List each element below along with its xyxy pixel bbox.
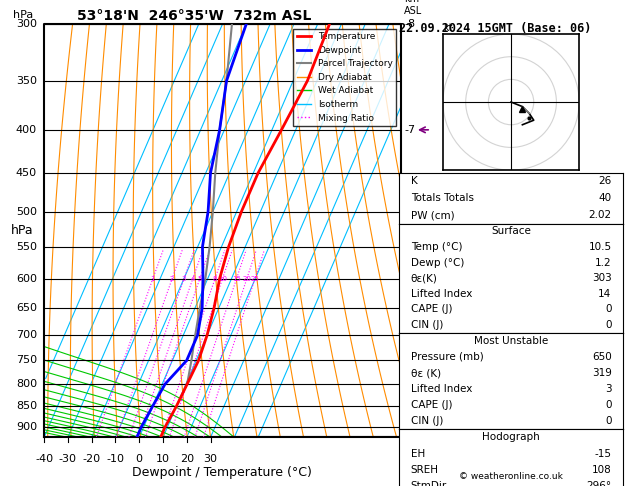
Text: 40: 40 bbox=[598, 193, 611, 203]
Text: EH: EH bbox=[411, 449, 425, 459]
Text: StmDir: StmDir bbox=[411, 481, 447, 486]
Text: 550: 550 bbox=[16, 242, 37, 252]
Text: 1.2: 1.2 bbox=[595, 258, 611, 268]
Text: Lifted Index: Lifted Index bbox=[411, 289, 472, 299]
Text: hPa: hPa bbox=[13, 10, 33, 20]
Text: 10.5: 10.5 bbox=[588, 242, 611, 252]
Text: 0: 0 bbox=[136, 454, 143, 464]
Text: 900: 900 bbox=[16, 422, 37, 433]
Text: 0: 0 bbox=[605, 304, 611, 314]
Text: © weatheronline.co.uk: © weatheronline.co.uk bbox=[459, 472, 563, 481]
Text: 800: 800 bbox=[16, 379, 37, 389]
Text: Dewp (°C): Dewp (°C) bbox=[411, 258, 464, 268]
Text: 650: 650 bbox=[16, 303, 37, 313]
Text: 22.09.2024 15GMT (Base: 06): 22.09.2024 15GMT (Base: 06) bbox=[399, 22, 592, 35]
Text: CIN (J): CIN (J) bbox=[411, 416, 443, 426]
Text: 8: 8 bbox=[213, 276, 217, 281]
Text: Dewpoint / Temperature (°C): Dewpoint / Temperature (°C) bbox=[133, 467, 313, 479]
Text: θε (K): θε (K) bbox=[411, 368, 441, 378]
Text: 4: 4 bbox=[191, 276, 195, 281]
Text: Most Unstable: Most Unstable bbox=[474, 336, 548, 346]
Text: -8: -8 bbox=[404, 19, 416, 29]
Text: SREH: SREH bbox=[411, 465, 438, 475]
Text: 850: 850 bbox=[16, 401, 37, 411]
Text: LCL: LCL bbox=[403, 379, 421, 389]
Text: 20: 20 bbox=[180, 454, 194, 464]
Text: 650: 650 bbox=[592, 352, 611, 362]
Text: 600: 600 bbox=[16, 274, 37, 284]
Text: 25: 25 bbox=[250, 276, 259, 281]
Text: 750: 750 bbox=[16, 355, 37, 365]
Text: -3: -3 bbox=[404, 330, 415, 340]
Text: 319: 319 bbox=[592, 368, 611, 378]
Text: 300: 300 bbox=[16, 19, 37, 29]
Text: 303: 303 bbox=[592, 273, 611, 283]
Text: K: K bbox=[411, 176, 417, 186]
Text: 3: 3 bbox=[182, 276, 186, 281]
Text: 2.02: 2.02 bbox=[588, 210, 611, 220]
Text: CAPE (J): CAPE (J) bbox=[411, 400, 452, 410]
Legend: Temperature, Dewpoint, Parcel Trajectory, Dry Adiabat, Wet Adiabat, Isotherm, Mi: Temperature, Dewpoint, Parcel Trajectory… bbox=[293, 29, 396, 126]
Text: Totals Totals: Totals Totals bbox=[411, 193, 474, 203]
Text: 296°: 296° bbox=[586, 481, 611, 486]
Text: 700: 700 bbox=[16, 330, 37, 340]
Text: -30: -30 bbox=[59, 454, 77, 464]
Text: Pressure (mb): Pressure (mb) bbox=[411, 352, 483, 362]
Text: -1: -1 bbox=[404, 422, 415, 433]
Text: CIN (J): CIN (J) bbox=[411, 320, 443, 330]
Text: 0: 0 bbox=[605, 416, 611, 426]
Text: 10: 10 bbox=[156, 454, 170, 464]
Text: 26: 26 bbox=[598, 176, 611, 186]
Text: PW (cm): PW (cm) bbox=[411, 210, 454, 220]
Text: 10: 10 bbox=[218, 276, 227, 281]
Text: 5: 5 bbox=[198, 276, 202, 281]
Text: 14: 14 bbox=[598, 289, 611, 299]
Text: 400: 400 bbox=[16, 125, 37, 135]
Text: 3: 3 bbox=[605, 384, 611, 394]
Text: 0: 0 bbox=[605, 400, 611, 410]
Text: -40: -40 bbox=[35, 454, 53, 464]
Text: -15: -15 bbox=[594, 449, 611, 459]
Text: kt: kt bbox=[443, 23, 452, 33]
Text: -20: -20 bbox=[82, 454, 101, 464]
Text: km
ASL: km ASL bbox=[404, 0, 423, 16]
Text: -6: -6 bbox=[404, 207, 415, 217]
Text: Hodograph: Hodograph bbox=[482, 433, 540, 442]
Text: 1: 1 bbox=[151, 276, 155, 281]
Text: Surface: Surface bbox=[491, 226, 531, 236]
Text: CAPE (J): CAPE (J) bbox=[411, 304, 452, 314]
Text: 20: 20 bbox=[242, 276, 251, 281]
Text: 450: 450 bbox=[16, 168, 37, 178]
Text: Mixing Ratio (g/kg): Mixing Ratio (g/kg) bbox=[417, 243, 427, 342]
Text: 30: 30 bbox=[204, 454, 218, 464]
Text: 15: 15 bbox=[232, 276, 241, 281]
Text: 350: 350 bbox=[16, 76, 37, 86]
Text: -4: -4 bbox=[404, 303, 416, 313]
Text: 108: 108 bbox=[592, 465, 611, 475]
Text: Temp (°C): Temp (°C) bbox=[411, 242, 462, 252]
Text: hPa: hPa bbox=[11, 225, 34, 237]
Text: -10: -10 bbox=[106, 454, 125, 464]
Text: 2: 2 bbox=[170, 276, 174, 281]
Title: 53°18'N  246°35'W  732m ASL: 53°18'N 246°35'W 732m ASL bbox=[77, 9, 311, 23]
Text: -7: -7 bbox=[404, 125, 416, 135]
Text: θε(K): θε(K) bbox=[411, 273, 437, 283]
Text: -2: -2 bbox=[404, 379, 416, 389]
Text: -5: -5 bbox=[404, 242, 415, 252]
Text: Lifted Index: Lifted Index bbox=[411, 384, 472, 394]
Text: 0: 0 bbox=[605, 320, 611, 330]
Text: 500: 500 bbox=[16, 207, 37, 217]
